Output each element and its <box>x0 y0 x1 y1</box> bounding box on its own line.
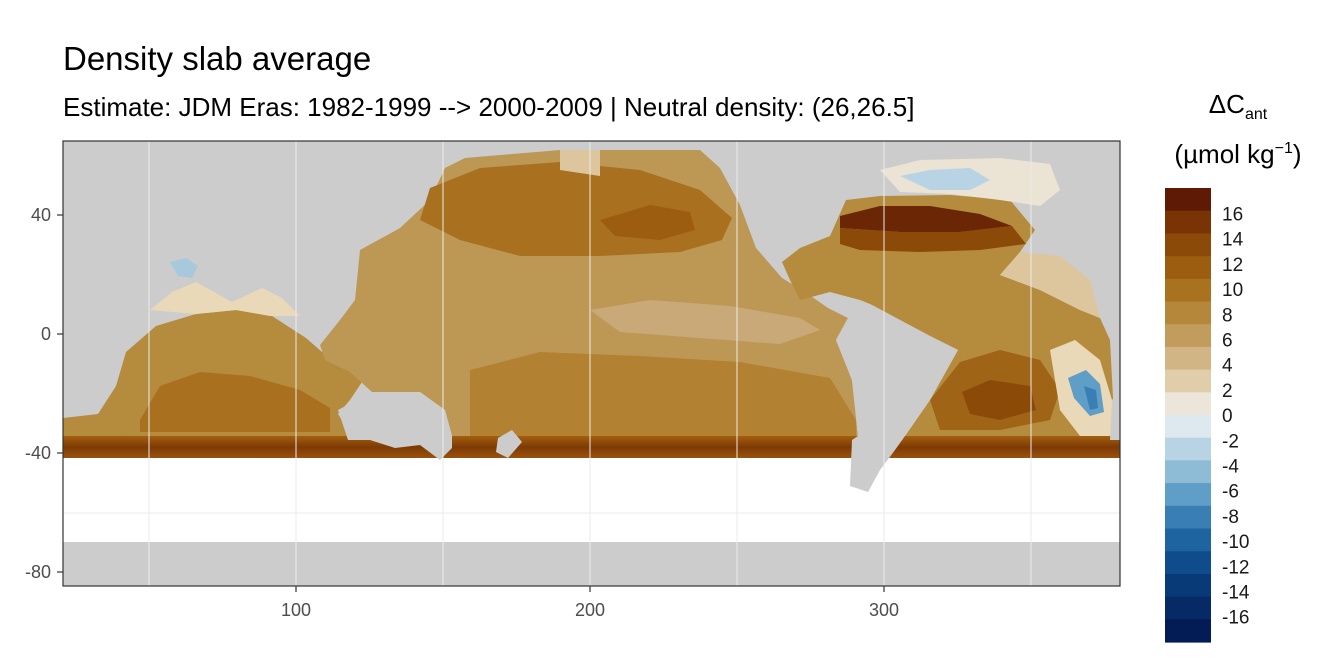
new-zealand <box>496 430 522 458</box>
legend-tick-label: 2 <box>1222 381 1233 402</box>
north-atlantic-gulf-stream <box>840 206 1012 232</box>
legend-swatch <box>1165 324 1211 348</box>
legend-swatch <box>1165 188 1211 212</box>
north-atlantic-band <box>840 226 1026 252</box>
map-layer <box>63 150 1120 542</box>
legend-tick-label: 0 <box>1222 406 1233 427</box>
x-tick-label: 200 <box>575 600 605 620</box>
legend-swatch <box>1165 460 1211 484</box>
south-atlantic-core <box>962 380 1036 420</box>
legend-tick-label: -2 <box>1222 431 1239 452</box>
legend-swatch <box>1165 392 1211 416</box>
legend-tick-label: -16 <box>1222 608 1249 629</box>
legend-tick-label: -4 <box>1222 457 1239 478</box>
y-axis <box>57 214 63 573</box>
africa-tip <box>1110 390 1120 440</box>
legend-colorbar <box>1165 188 1211 643</box>
legend-tick-label: 16 <box>1222 205 1243 226</box>
south-pacific-gyre <box>470 352 856 436</box>
legend-tick-label: -10 <box>1222 532 1249 553</box>
legend-swatch <box>1165 210 1211 234</box>
legend-tick-label: 4 <box>1222 356 1233 377</box>
legend-swatch <box>1165 437 1211 461</box>
north-pacific-core <box>600 205 695 240</box>
y-tick-label: 0 <box>41 324 51 344</box>
legend-swatch <box>1165 369 1211 393</box>
x-tick-label: 300 <box>869 600 899 620</box>
x-tick-label: 100 <box>281 600 311 620</box>
legend-swatch <box>1165 301 1211 325</box>
legend-swatch <box>1165 573 1211 598</box>
panel-border <box>62 140 1121 587</box>
south-america <box>836 304 958 492</box>
north-atlantic-east-light <box>1000 252 1100 318</box>
legend-tick-label: 14 <box>1222 230 1244 251</box>
chart-title: Density slab average <box>63 40 372 77</box>
no-data-band <box>63 457 1120 542</box>
legend-tick-label: -12 <box>1222 557 1249 578</box>
legend-tick-label: -14 <box>1222 583 1250 604</box>
legend-swatch <box>1165 256 1211 280</box>
legend-swatch <box>1165 415 1211 439</box>
x-axis <box>295 586 885 592</box>
arabian-sea-anomaly <box>170 258 198 278</box>
y-tick-label: -80 <box>25 562 51 582</box>
southern-band <box>63 436 1120 458</box>
legend-tick-label: 12 <box>1222 255 1243 276</box>
legend-tick-label: 6 <box>1222 331 1233 352</box>
legend-swatch <box>1165 596 1211 620</box>
legend-title: ΔCant <box>1209 89 1268 123</box>
indian-ocean-north <box>150 282 300 316</box>
legend-units: (µmol kg−1) <box>1174 139 1301 169</box>
legend-swatch <box>1165 233 1211 257</box>
chart-subtitle: Estimate: JDM Eras: 1982-1999 --> 2000-2… <box>63 92 915 122</box>
legend-tick-label: -8 <box>1222 507 1239 528</box>
equatorial-pacific <box>590 300 820 344</box>
legend-tick-label: 8 <box>1222 305 1233 326</box>
legend-labels: 16 14 12 10 8 6 4 2 0 -2 -4 -6 -8 -10 -12 -14 -16 <box>1222 205 1250 629</box>
y-tick-label: 40 <box>31 205 51 225</box>
y-tick-label: -40 <box>25 443 51 463</box>
legend-tick-label: -6 <box>1222 482 1239 503</box>
legend-swatch <box>1165 551 1211 575</box>
legend-tick-label: 10 <box>1222 280 1243 301</box>
australia <box>338 392 452 460</box>
gridlines <box>63 141 1120 586</box>
legend-swatch <box>1165 346 1211 371</box>
indian-ocean-south-gyre <box>140 372 330 432</box>
south-atlantic-east-anomaly-core <box>1084 386 1098 410</box>
legend-swatch <box>1165 619 1211 643</box>
labrador-sea-anomaly <box>900 168 990 190</box>
legend-swatch <box>1165 278 1211 303</box>
legend-swatch <box>1165 505 1211 530</box>
legend-swatch <box>1165 483 1211 507</box>
legend-swatch <box>1165 528 1211 552</box>
